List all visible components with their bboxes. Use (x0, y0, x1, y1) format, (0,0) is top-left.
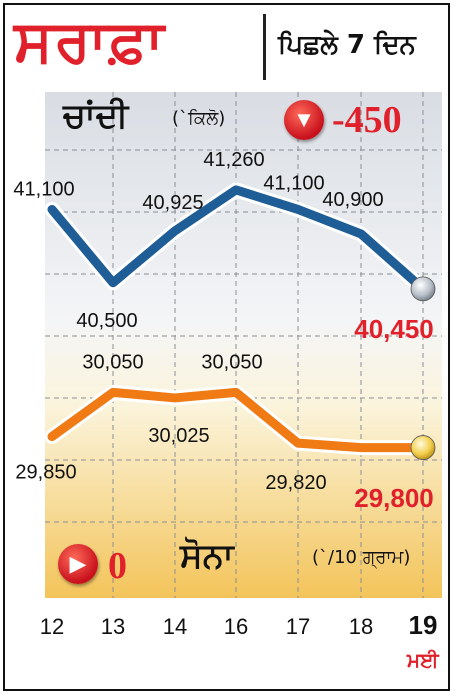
x-tick-label: 14 (163, 614, 187, 639)
silver-data-label: 41,100 (13, 178, 74, 200)
gold-data-label: 30,025 (148, 425, 209, 447)
silver-data-label: 40,900 (322, 189, 383, 211)
graphic-frame (3, 3, 450, 691)
gold-end-marker (410, 435, 436, 460)
gold-line (47, 387, 428, 453)
silver-change: -450 (332, 99, 402, 141)
x-tick-label: 16 (224, 614, 248, 639)
silver-title: ਚਾਂਦੀ (63, 96, 129, 136)
gold-unit: (`/10 ਗ੍ਰਾਮ) (312, 547, 411, 568)
page-subtitle: ਪਿਛਲੇ 7 ਦਿਨ (278, 30, 416, 60)
silver-data-label: 40,925 (142, 192, 203, 214)
silver-data-label: 41,100 (263, 172, 324, 194)
silver-final-value-label: 40,450 (354, 314, 434, 344)
silver-line (47, 185, 428, 294)
page-title: ਸਰਾਫ਼ਾ (14, 7, 166, 75)
gold-data-label: 29,820 (265, 472, 326, 494)
data-labels: 41,10040,50040,92541,26041,10040,90040,4… (13, 149, 433, 513)
x-tick-label: 18 (349, 614, 373, 639)
chart-background (45, 92, 442, 598)
silver-unit: (`ਕਿਲੋ) (172, 108, 226, 129)
down-arrow-icon: ▼ (284, 100, 324, 140)
x-tick-label: 19 (409, 610, 438, 640)
gold-title: ਸੋਨਾ (180, 536, 234, 576)
x-tick-label: 17 (286, 614, 310, 639)
silver-series (44, 182, 436, 302)
gold-change: 0 (108, 545, 127, 587)
silver-data-label: 40,500 (76, 310, 137, 332)
x-axis: 12 13 14 16 17 18 19 (40, 610, 438, 640)
gold-data-label: 30,050 (201, 351, 262, 373)
header-divider (263, 14, 266, 80)
x-tick-label: 13 (101, 614, 125, 639)
gold-data-label: 29,850 (15, 462, 76, 484)
silver-data-label: 41,260 (203, 149, 264, 171)
right-arrow-icon: ▶ (58, 544, 98, 584)
gold-series (44, 384, 436, 460)
x-tick-label: 12 (40, 614, 64, 639)
gold-data-label: 30,050 (82, 351, 143, 373)
month-label: ਮਈ (407, 648, 439, 672)
gold-final-value-label: 29,800 (354, 483, 434, 513)
silver-end-marker (410, 276, 436, 302)
